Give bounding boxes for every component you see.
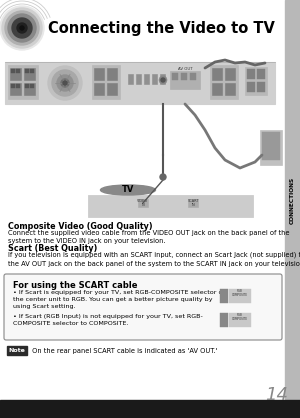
Circle shape (159, 76, 167, 84)
Circle shape (48, 66, 82, 100)
Bar (5, 62, 275, 104)
Text: Note: Note (9, 348, 26, 353)
Bar (160, 74, 165, 84)
Bar (10, 68, 21, 80)
Bar (229, 313, 251, 327)
Text: Scart (Best Quality): Scart (Best Quality) (8, 244, 97, 253)
Text: • If Scart is equipped for your TV, set RGB-COMPOSITE selector of
the center uni: • If Scart is equipped for your TV, set … (13, 290, 225, 308)
Text: CONNECTIONS: CONNECTIONS (290, 176, 295, 224)
Bar (152, 74, 157, 84)
Circle shape (17, 23, 27, 33)
Bar (92, 65, 120, 99)
Bar (107, 68, 117, 80)
Bar (247, 69, 255, 79)
Bar (25, 69, 29, 73)
Text: Composite Video (Good Quality): Composite Video (Good Quality) (8, 222, 153, 231)
Text: 14: 14 (265, 386, 288, 404)
Bar (11, 84, 15, 88)
FancyBboxPatch shape (4, 274, 282, 340)
Bar (7, 346, 27, 355)
Text: Connecting the Video to TV: Connecting the Video to TV (48, 20, 275, 36)
Circle shape (0, 6, 44, 50)
Bar (260, 130, 282, 165)
Bar (285, 0, 300, 400)
Bar (128, 74, 133, 84)
Bar (188, 199, 198, 207)
Text: Connect the supplied video cable from the VIDEO OUT jack on the back panel of th: Connect the supplied video cable from th… (8, 230, 290, 245)
Bar (24, 83, 35, 95)
Bar (11, 69, 15, 73)
Bar (190, 73, 196, 80)
Bar (220, 313, 228, 327)
Bar (212, 68, 222, 80)
Text: TV: TV (122, 186, 134, 194)
Bar (229, 289, 251, 303)
Text: AV OUT: AV OUT (178, 67, 192, 71)
Bar (16, 84, 20, 88)
Bar (212, 83, 222, 95)
Circle shape (12, 18, 32, 38)
Circle shape (57, 75, 73, 91)
Bar (172, 73, 178, 80)
Circle shape (20, 26, 24, 30)
Bar (30, 84, 34, 88)
Circle shape (5, 11, 39, 45)
Bar (262, 132, 280, 160)
Text: VIDEO
IN: VIDEO IN (137, 199, 148, 207)
Circle shape (63, 81, 67, 85)
Bar (10, 83, 21, 95)
Bar (257, 69, 265, 79)
Circle shape (61, 79, 69, 87)
Circle shape (161, 78, 165, 82)
Bar (8, 65, 38, 99)
Bar (30, 69, 34, 73)
Text: RGB
COMPOSITE: RGB COMPOSITE (232, 289, 248, 297)
Text: If you television is equipped with an SCART input, connect an Scart Jack (not su: If you television is equipped with an SC… (8, 252, 300, 267)
Bar (225, 83, 235, 95)
Bar (94, 83, 104, 95)
Bar (220, 289, 228, 303)
Bar (88, 195, 253, 217)
Bar (138, 199, 148, 207)
Bar (210, 65, 238, 99)
Bar (94, 68, 104, 80)
Bar (107, 83, 117, 95)
Bar (144, 74, 149, 84)
Bar (181, 73, 187, 80)
Circle shape (160, 174, 166, 180)
Text: On the rear panel SCART cable is indicated as 'AV OUT.': On the rear panel SCART cable is indicat… (30, 347, 218, 354)
Bar (245, 67, 267, 95)
Bar (25, 84, 29, 88)
Circle shape (2, 8, 42, 48)
Text: • If Scart (RGB Input) is not equipped for your TV, set RGB-
COMPOSITE selector : • If Scart (RGB Input) is not equipped f… (13, 314, 203, 326)
Bar (16, 69, 20, 73)
Circle shape (52, 70, 78, 96)
Bar (225, 68, 235, 80)
Bar (136, 74, 141, 84)
Circle shape (8, 14, 36, 42)
Bar (257, 82, 265, 92)
Text: SCART
IN: SCART IN (187, 199, 199, 207)
Text: RGB
COMPOSITE: RGB COMPOSITE (232, 313, 248, 321)
Text: For using the SCART cable: For using the SCART cable (13, 281, 137, 290)
Bar (24, 68, 35, 80)
Bar (0, 400, 300, 418)
Ellipse shape (100, 185, 155, 195)
Bar (247, 82, 255, 92)
Bar (170, 71, 200, 89)
